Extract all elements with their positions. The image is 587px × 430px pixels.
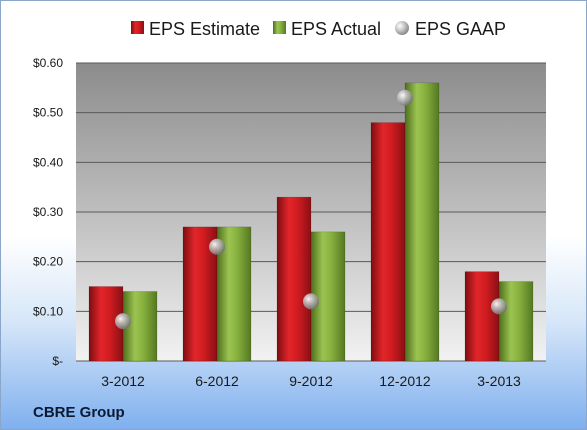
legend: EPS Estimate EPS Actual EPS GAAP xyxy=(131,19,506,39)
y-tick-label: $0.30 xyxy=(33,205,63,219)
y-tick-label: $0.60 xyxy=(33,56,63,70)
x-tick-label: 9-2012 xyxy=(289,373,333,389)
y-axis-ticks: $- $0.10 $0.20 $0.30 $0.40 $0.50 $0.60 xyxy=(33,56,63,368)
marker-eps-gaap xyxy=(115,313,131,330)
bar-eps-actual xyxy=(498,281,534,362)
y-tick-label: $0.20 xyxy=(33,255,63,269)
legend-swatch-eps-actual xyxy=(273,21,286,34)
legend-marker-eps-gaap xyxy=(395,21,409,35)
company-name: CBRE Group xyxy=(33,404,125,421)
bar-eps-estimate xyxy=(464,271,500,362)
bar-eps-estimate xyxy=(276,196,312,362)
marker-eps-gaap xyxy=(209,238,225,255)
y-tick-label: $- xyxy=(52,354,63,368)
y-tick-label: $0.40 xyxy=(33,155,63,169)
y-tick-label: $0.10 xyxy=(33,304,63,318)
gaap-markers xyxy=(115,89,507,330)
x-axis-labels: 3-2012 6-2012 9-2012 12-2012 3-2013 xyxy=(101,373,521,389)
x-tick-label: 3-2013 xyxy=(477,373,521,389)
x-tick-label: 6-2012 xyxy=(195,373,239,389)
bar-eps-actual xyxy=(404,82,440,362)
bar-eps-estimate xyxy=(370,122,406,362)
legend-swatch-eps-estimate xyxy=(131,21,144,34)
legend-label-eps-estimate: EPS Estimate xyxy=(149,19,260,39)
x-tick-label: 3-2012 xyxy=(101,373,145,389)
marker-eps-gaap xyxy=(303,293,319,310)
x-tick-label: 12-2012 xyxy=(379,373,431,389)
legend-label-eps-actual: EPS Actual xyxy=(291,19,381,39)
legend-label-eps-gaap: EPS GAAP xyxy=(415,19,506,39)
marker-eps-gaap xyxy=(491,298,507,315)
y-tick-label: $0.50 xyxy=(33,106,63,120)
marker-eps-gaap xyxy=(397,89,413,106)
